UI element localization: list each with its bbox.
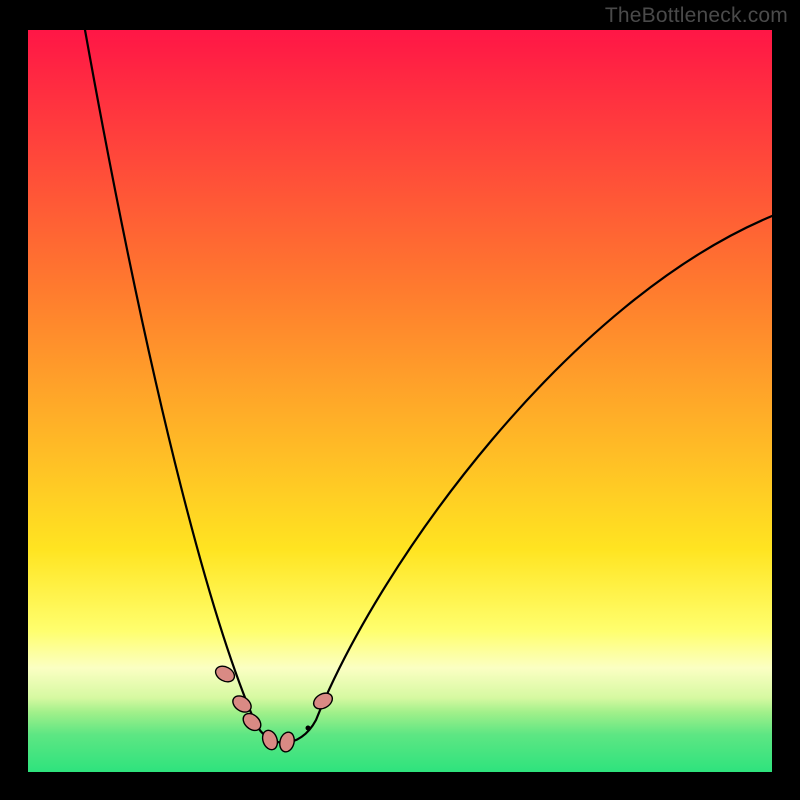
v-curve-path (85, 30, 772, 743)
curve-marker-dot (306, 726, 311, 731)
curve-markers (213, 663, 335, 753)
curve-marker (260, 728, 280, 752)
curve-marker (278, 731, 297, 754)
curve-chart (0, 0, 800, 800)
curve-marker (311, 690, 335, 712)
